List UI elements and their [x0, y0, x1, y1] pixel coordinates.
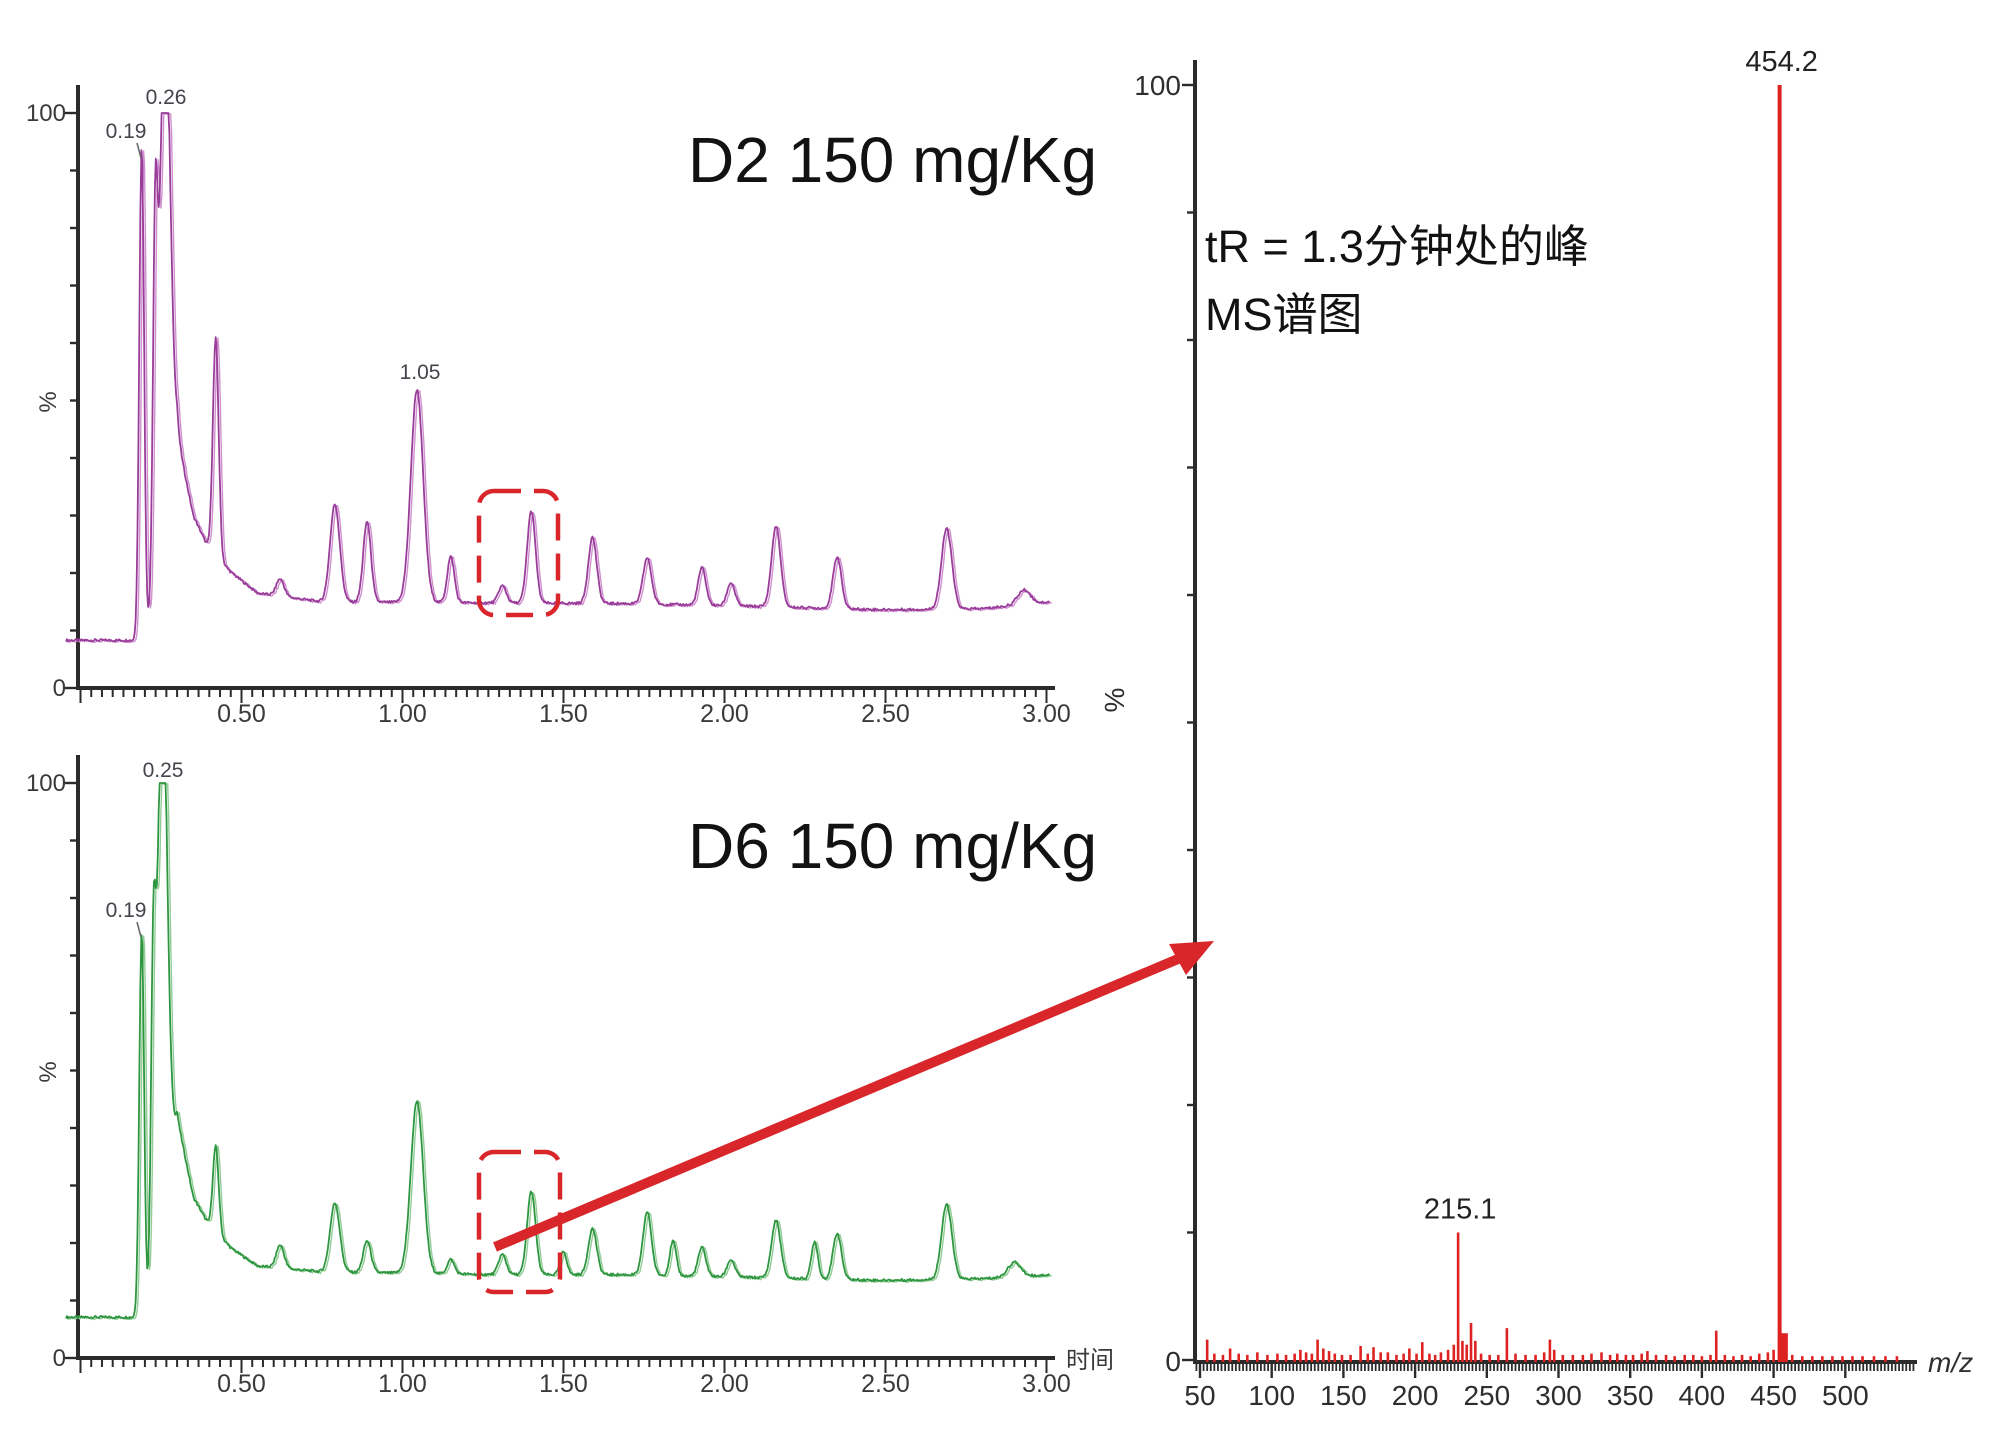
ms-sticks [1205, 85, 1899, 1362]
zoom-arrow-shaft [493, 954, 1180, 1252]
peak-rt-label: 0.19 [106, 899, 147, 922]
x-tick-label: 2.00 [700, 1370, 749, 1398]
zoom-arrow-head [1169, 941, 1214, 975]
x-tick-label: 400 [1679, 1380, 1726, 1411]
x-tick-label: 250 [1463, 1380, 1510, 1411]
x-tick-label: 350 [1607, 1380, 1654, 1411]
x-tick-label: 150 [1320, 1380, 1367, 1411]
x-tick-label: 2.00 [700, 700, 749, 728]
x-tick-label: 1.00 [378, 1370, 427, 1398]
x-tick-label: 0.50 [217, 700, 266, 728]
ms-x-axis-title: m/z [1928, 1347, 1973, 1378]
d2-axes: 0.50 1.00 1.50 2.00 2.50 3.00 [65, 85, 1071, 728]
peak-rt-label: 0.19 [106, 120, 147, 143]
d2-y-max-label: 100 [26, 100, 66, 127]
d6-chromatogram-panel: 0.50 1.00 1.50 2.00 2.50 3.00 0.190.25 100 0 … [26, 755, 1114, 1398]
peak-label-leader [136, 142, 142, 159]
ms-annotation-line1: tR = 1.3分钟处的峰 [1205, 221, 1589, 272]
x-tick-label: 1.00 [378, 700, 427, 728]
d6-y-unit-label: % [35, 1061, 62, 1082]
x-tick-label: 50 [1184, 1380, 1215, 1411]
d2-highlight-box [476, 488, 561, 618]
d2-y-unit-label: % [35, 391, 62, 412]
x-tick-label: 100 [1248, 1380, 1295, 1411]
ms-peak-label: 454.2 [1745, 46, 1818, 78]
x-tick-label: 200 [1392, 1380, 1439, 1411]
d6-x-axis-title: 时间 [1066, 1347, 1114, 1374]
x-tick-label: 1.50 [539, 1370, 588, 1398]
ms-spectrum-panel: 50 100 150 200 250 300 350 400 450 500 215.1 454.2… [1099, 46, 1973, 1411]
d6-title: D6 150 mg/Kg [688, 810, 1097, 882]
ms-peak-label: 215.1 [1424, 1194, 1497, 1226]
zoom-arrow [493, 941, 1214, 1252]
ms-y-min-label: 0 [1165, 1346, 1181, 1377]
ms-y-unit-label: % [1099, 688, 1130, 713]
ms-axes: 50 100 150 200 250 300 350 400 450 500 [1182, 60, 1917, 1411]
d6-axes: 0.50 1.00 1.50 2.00 2.50 3.00 [65, 755, 1071, 1398]
x-tick-label: 450 [1750, 1380, 1797, 1411]
ms-y-max-label: 100 [1134, 70, 1181, 101]
d2-title: D2 150 mg/Kg [688, 124, 1097, 196]
peak-rt-label: 1.05 [400, 361, 441, 384]
d2-y-min-label: 0 [53, 675, 66, 702]
x-tick-label: 500 [1822, 1380, 1869, 1411]
peak-label-leader [136, 921, 142, 938]
x-tick-label: 3.00 [1022, 1370, 1071, 1398]
d2-peak-labels: 0.19 0.26 1.05 [106, 86, 441, 384]
ms-peak-labels: 215.1 454.2 [1424, 46, 1818, 1226]
x-tick-label: 0.50 [217, 1370, 266, 1398]
x-tick-label: 1.50 [539, 700, 588, 728]
x-tick-label: 2.50 [861, 700, 910, 728]
x-tick-label: 3.00 [1022, 700, 1071, 728]
ms-annotation-line2: MS谱图 [1205, 289, 1363, 340]
d6-peak-labels: 0.19 0.25 [106, 759, 184, 938]
peak-rt-label: 0.25 [143, 759, 184, 782]
peak-rt-label: 0.26 [146, 86, 187, 109]
trace-line [65, 782, 1051, 1320]
d6-y-max-label: 100 [26, 770, 66, 797]
x-tick-label: 300 [1535, 1380, 1582, 1411]
d2-chromatogram-panel: 0.50 1.00 1.50 2.00 2.50 3.00 0.19 0.26 1.05 10… [26, 85, 1097, 728]
d6-y-min-label: 0 [53, 1345, 66, 1372]
x-tick-label: 2.50 [861, 1370, 910, 1398]
